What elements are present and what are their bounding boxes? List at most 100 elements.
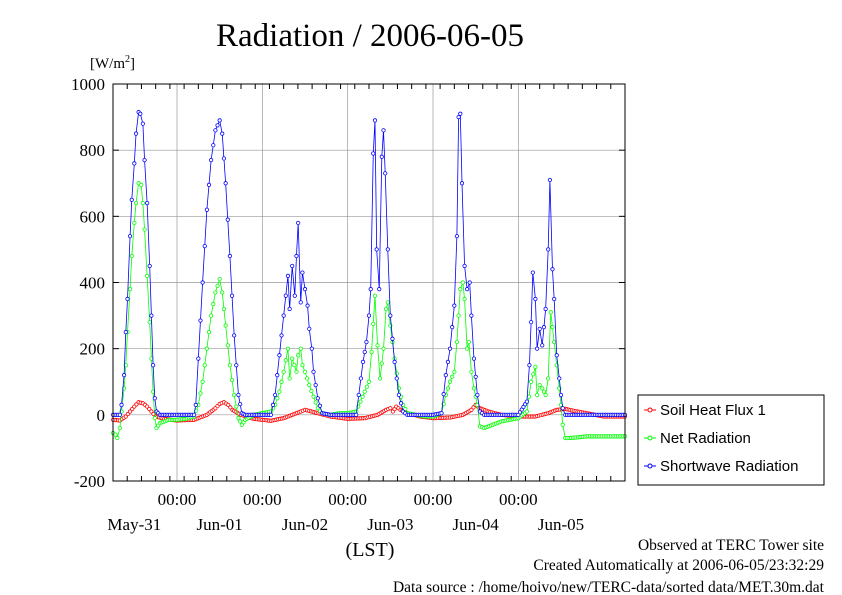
data-point bbox=[547, 177, 553, 183]
data-point bbox=[441, 392, 446, 397]
data-point bbox=[366, 313, 372, 318]
legend-label: Net Radiation bbox=[660, 430, 751, 447]
y-tick-label: 0 bbox=[97, 406, 106, 425]
data-point bbox=[558, 392, 564, 398]
data-point bbox=[142, 157, 147, 163]
data-point bbox=[390, 336, 395, 341]
data-point bbox=[229, 377, 235, 383]
data-point bbox=[309, 388, 314, 393]
data-point bbox=[305, 376, 310, 381]
footer-created: Created Automatically at 2006-06-05/23:3… bbox=[533, 557, 824, 574]
data-point bbox=[443, 373, 448, 378]
legend-label: Shortwave Radiation bbox=[660, 458, 798, 475]
data-point bbox=[215, 123, 220, 128]
data-point bbox=[133, 201, 139, 206]
x-day-label: Jun-05 bbox=[538, 515, 584, 534]
data-point bbox=[541, 325, 547, 330]
data-point bbox=[290, 356, 295, 361]
data-point bbox=[396, 392, 401, 398]
data-point bbox=[287, 376, 292, 381]
plot-frame bbox=[112, 83, 626, 482]
data-point bbox=[152, 416, 157, 421]
data-point bbox=[358, 376, 363, 381]
data-point bbox=[535, 392, 540, 398]
data-point bbox=[204, 346, 209, 351]
y-tick-label: 200 bbox=[80, 340, 106, 359]
data-point bbox=[368, 287, 373, 292]
y-axis-unit: [W/m2] bbox=[90, 54, 135, 72]
data-point bbox=[213, 290, 218, 295]
data-point bbox=[366, 379, 372, 384]
data-point bbox=[557, 376, 562, 381]
data-point bbox=[129, 253, 134, 259]
data-point bbox=[398, 401, 404, 406]
data-point bbox=[227, 363, 233, 368]
data-point bbox=[372, 293, 378, 298]
footer-site: Observed at TERC Tower site bbox=[638, 537, 824, 554]
data-point bbox=[292, 293, 297, 298]
data-point bbox=[454, 234, 459, 239]
data-point bbox=[456, 114, 461, 120]
x-axis: 00:00 00:00 00:00 00:00 00:00 May-31 Jun-01 Jun… bbox=[107, 84, 626, 534]
data-point bbox=[142, 227, 147, 232]
data-point bbox=[467, 280, 472, 285]
data-point bbox=[277, 353, 282, 358]
data-point bbox=[281, 313, 286, 318]
data-point bbox=[283, 358, 288, 363]
data-point bbox=[533, 364, 538, 369]
data-point bbox=[469, 369, 474, 374]
data-point bbox=[145, 273, 150, 278]
data-point bbox=[394, 376, 399, 381]
data-point bbox=[529, 379, 534, 384]
data-point bbox=[220, 131, 225, 136]
data-point bbox=[362, 349, 367, 355]
x-time-tick-label: 00:00 bbox=[328, 490, 367, 509]
data-point bbox=[279, 379, 284, 384]
data-point bbox=[298, 300, 303, 305]
data-point bbox=[459, 181, 465, 186]
legend-marker bbox=[647, 407, 653, 413]
data-point bbox=[285, 273, 291, 278]
data-point bbox=[452, 303, 457, 308]
data-point bbox=[220, 290, 225, 295]
data-point bbox=[217, 118, 222, 123]
data-point bbox=[371, 321, 376, 326]
data-point bbox=[465, 287, 470, 292]
data-point bbox=[369, 349, 374, 355]
data-point bbox=[546, 376, 551, 381]
data-point bbox=[285, 346, 291, 351]
data-point bbox=[296, 353, 301, 358]
data-point bbox=[290, 263, 295, 269]
data-point bbox=[307, 326, 312, 331]
data-point bbox=[123, 330, 128, 335]
data-point bbox=[307, 382, 312, 388]
data-point bbox=[445, 386, 451, 391]
data-point bbox=[200, 280, 205, 285]
data-point bbox=[360, 359, 366, 364]
data-point bbox=[546, 247, 551, 252]
y-tick-label: 1000 bbox=[71, 75, 105, 94]
data-point bbox=[471, 356, 477, 361]
data-point bbox=[225, 217, 230, 222]
data-point bbox=[121, 373, 127, 378]
data-point bbox=[388, 406, 393, 411]
y-tick-label: 600 bbox=[80, 207, 106, 226]
data-point bbox=[193, 402, 198, 408]
data-point bbox=[133, 131, 139, 136]
data-point bbox=[356, 392, 361, 398]
data-point bbox=[117, 425, 122, 431]
data-point bbox=[552, 296, 557, 302]
x-day-label: Jun-03 bbox=[367, 515, 413, 534]
data-point bbox=[279, 333, 284, 338]
data-point bbox=[379, 154, 384, 159]
data-point bbox=[206, 182, 212, 187]
data-point bbox=[473, 374, 478, 379]
data-point bbox=[560, 406, 565, 411]
data-point bbox=[238, 401, 243, 407]
data-point bbox=[527, 363, 532, 368]
data-point bbox=[554, 353, 559, 358]
data-point bbox=[360, 394, 365, 399]
data-point bbox=[533, 296, 538, 302]
data-point bbox=[238, 419, 243, 424]
